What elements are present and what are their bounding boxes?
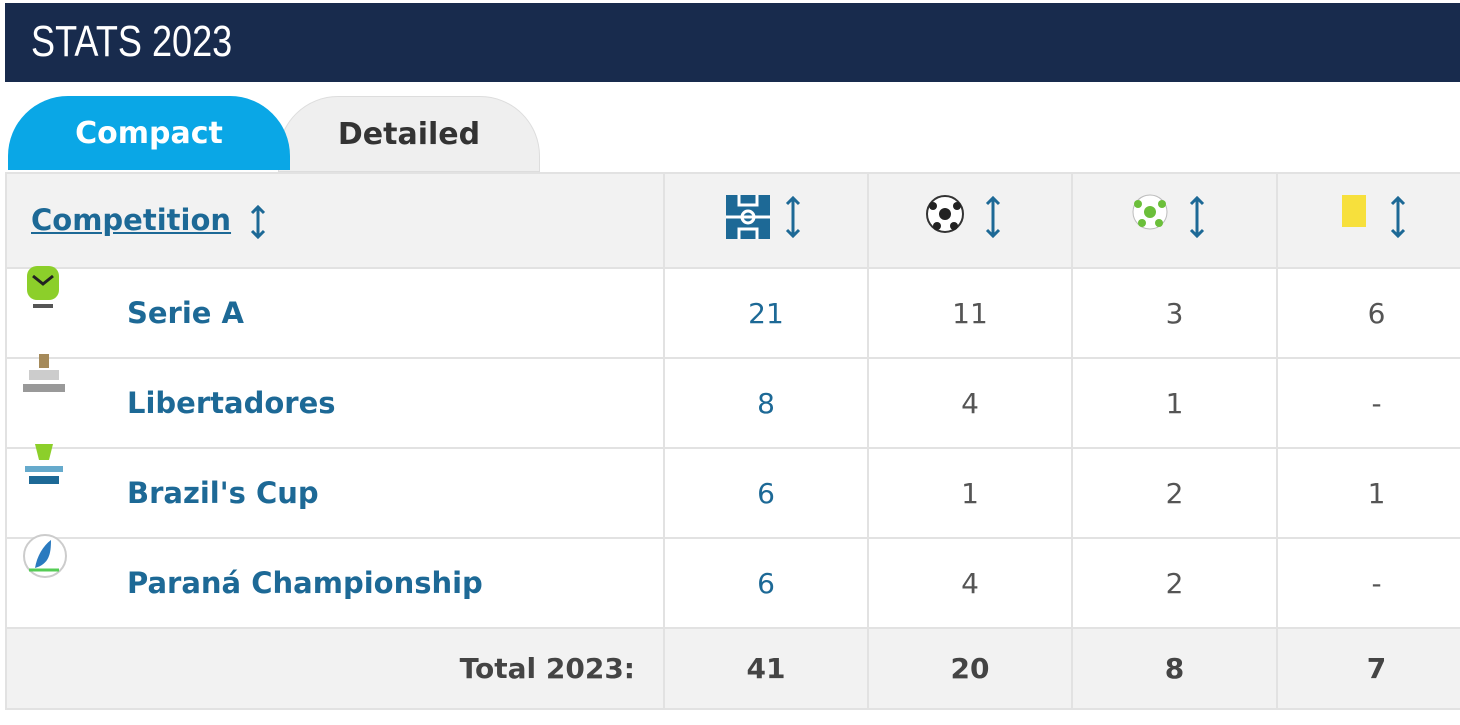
appearances: 8 xyxy=(663,357,869,449)
competition-cell: Libertadores xyxy=(5,354,665,449)
goals-header[interactable] xyxy=(867,172,1073,269)
ball-icon xyxy=(926,195,1001,239)
table-row: Serie A 21 11 3 6 xyxy=(5,266,1460,359)
competition-name[interactable]: Paraná Championship xyxy=(127,566,483,600)
card-icon xyxy=(1341,195,1405,239)
total-cell: 20 xyxy=(867,627,1073,710)
stat-cell: 6 xyxy=(1276,267,1460,359)
apps-header[interactable] xyxy=(663,172,869,269)
appearances: 6 xyxy=(663,537,869,629)
competition-header[interactable]: Competition xyxy=(5,172,665,269)
table-row: Brazil's Cup 6 1 2 1 xyxy=(5,444,1460,539)
pitch-icon xyxy=(726,195,801,239)
stat-cell: - xyxy=(1276,357,1460,449)
stat-cell: 3 xyxy=(1071,267,1278,359)
competition-name[interactable]: Brazil's Cup xyxy=(127,476,319,510)
stat-cell: 1 xyxy=(1276,447,1460,539)
total-cell: 8 xyxy=(1071,627,1278,710)
stats-table: Competition Serie A 21 11 3 6 Libertadores 8 4 1… xyxy=(5,172,1460,710)
total-cell: 41 xyxy=(663,627,869,710)
stat-cell: 2 xyxy=(1071,537,1278,629)
total-cell: 7 xyxy=(1276,627,1460,710)
competition-logo xyxy=(25,444,63,484)
table-row: Paraná Championship 6 4 2- xyxy=(5,534,1460,629)
competition-name[interactable]: Serie A xyxy=(127,296,245,330)
stat-cell: - xyxy=(1276,537,1460,629)
stat-cell: 11 xyxy=(867,267,1073,359)
total-row: Total 2023: 41 20 8 7 xyxy=(5,627,1460,710)
competition-logo xyxy=(27,266,59,308)
tab-compact[interactable]: Compact xyxy=(8,96,290,170)
sort-link[interactable]: Competition xyxy=(31,202,232,237)
stat-cell: 1 xyxy=(867,447,1073,539)
competition-cell: Serie A xyxy=(5,266,665,359)
competition-logo xyxy=(23,354,65,392)
assist-icon xyxy=(1132,194,1204,239)
assists-header[interactable] xyxy=(1071,172,1278,269)
competition-cell: Brazil's Cup xyxy=(5,444,665,539)
tab-detailed[interactable]: Detailed xyxy=(278,96,540,172)
appearances: 21 xyxy=(663,267,869,359)
competition-name[interactable]: Libertadores xyxy=(127,386,336,420)
competition-cell: Paraná Championship xyxy=(5,534,665,629)
table-row: Libertadores 8 4 1- xyxy=(5,354,1460,449)
sort-icon xyxy=(250,204,265,239)
stat-cell: 4 xyxy=(867,537,1073,629)
stat-cell: 2 xyxy=(1071,447,1278,539)
header-bar: STATS 2023 xyxy=(5,3,1460,82)
cards-header[interactable] xyxy=(1276,172,1460,269)
title: STATS 2023 xyxy=(31,17,233,66)
competition-logo xyxy=(23,534,67,578)
total-label: Total 2023: xyxy=(5,627,665,710)
appearances: 6 xyxy=(663,447,869,539)
stat-cell: 4 xyxy=(867,357,1073,449)
stat-cell: 1 xyxy=(1071,357,1278,449)
